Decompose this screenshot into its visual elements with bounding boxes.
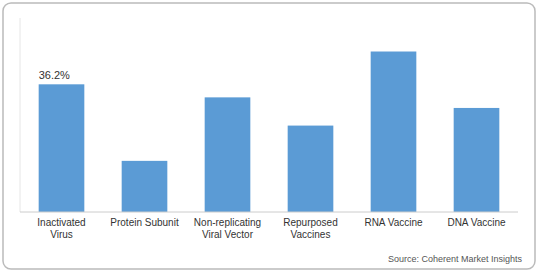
source-text: Source: Coherent Market Insights [388,254,523,264]
bar [371,52,417,212]
bars [39,52,500,212]
x-tick-label: RepurposedVaccines [283,217,337,240]
chart: InactivatedVirus Protein Subunit Non-repli… [0,0,538,272]
x-tick-label: Protein Subunit [110,217,179,228]
x-tick-label: DNA Vaccine [447,217,506,228]
annotation: 36.2% [39,69,70,81]
chart-container: InactivatedVirus Protein Subunit Non-repli… [0,0,538,272]
bar [39,84,85,212]
bar [122,161,168,212]
bar [205,97,251,212]
x-tick-label: Non-replicatingViral Vector [194,217,261,240]
x-tick-label: InactivatedVirus [37,217,85,240]
bar [288,126,334,212]
x-axis-line [20,212,518,213]
y-axis-line [20,18,21,212]
border [3,3,535,269]
x-tick-label: RNA Vaccine [364,217,423,228]
bar [454,108,500,212]
